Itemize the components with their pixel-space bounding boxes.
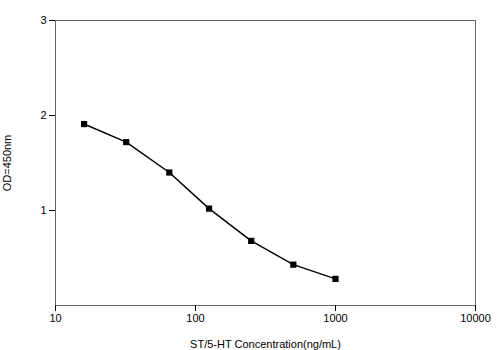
svg-text:2: 2 [40,109,46,121]
svg-text:1: 1 [40,204,46,216]
svg-text:10: 10 [49,312,61,324]
svg-text:3: 3 [40,14,46,26]
svg-text:100: 100 [186,312,204,324]
svg-text:10000: 10000 [460,312,491,324]
svg-text:1000: 1000 [323,312,347,324]
svg-text:OD=450nm: OD=450nm [1,135,13,192]
svg-text:ST/5-HT Concentration(ng/mL): ST/5-HT Concentration(ng/mL) [190,338,341,350]
